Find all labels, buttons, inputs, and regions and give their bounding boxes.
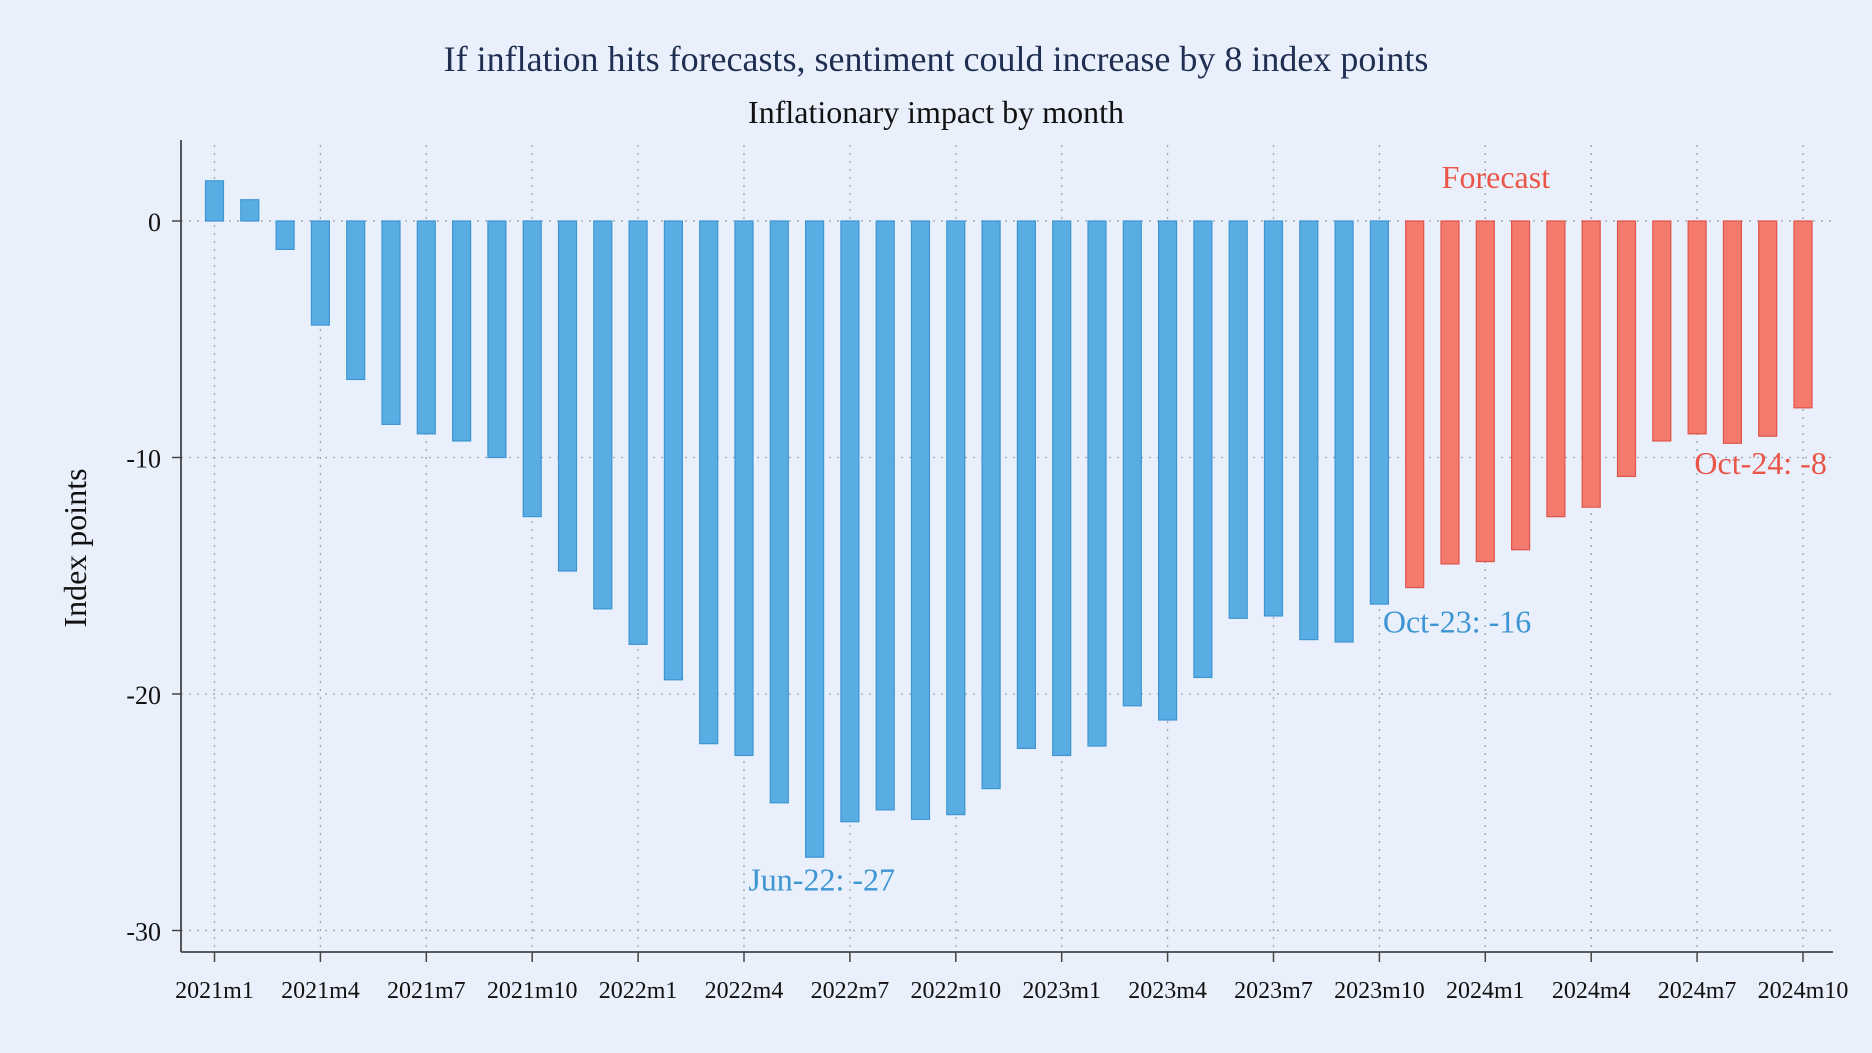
annotation-label: Oct-24: -8 (1694, 445, 1826, 481)
x-tick-label: 2022m1 (599, 978, 678, 1004)
bar-2021m10 (522, 220, 542, 518)
x-tick-label: 2021m1 (175, 978, 254, 1004)
x-tick-label: 2024m10 (1758, 978, 1849, 1004)
bars (204, 180, 1813, 858)
bar-2021m4 (310, 220, 330, 326)
bar-2022m7 (840, 220, 860, 823)
x-tick-label: 2022m10 (910, 978, 1001, 1004)
bar-2023m12 (1440, 220, 1460, 565)
bar-2022m10 (946, 220, 966, 816)
x-tick-label: 2022m7 (811, 978, 890, 1004)
bar-2023m5 (1193, 220, 1213, 679)
bar-2023m6 (1228, 220, 1248, 619)
y-tick-label: -20 (126, 681, 161, 710)
x-tick-label: 2023m4 (1128, 978, 1207, 1004)
bar-2023m3 (1122, 220, 1142, 707)
x-tick-label: 2024m1 (1446, 978, 1525, 1004)
x-tick-label: 2024m4 (1552, 978, 1631, 1004)
bar-2022m11 (981, 220, 1001, 790)
bar-2023m2 (1087, 220, 1107, 747)
bar-2023m10 (1369, 220, 1390, 605)
bar-2021m1 (204, 180, 225, 222)
bar-2024m7 (1687, 220, 1707, 435)
bar-2021m11 (557, 220, 578, 572)
bar-2022m12 (1016, 220, 1037, 749)
bar-2024m5 (1616, 220, 1637, 478)
bar-2021m12 (593, 220, 613, 610)
bar-2022m8 (875, 220, 895, 811)
bar-2024m10 (1793, 220, 1813, 409)
bar-2021m5 (346, 220, 366, 381)
annotation-label: Jun-22: -27 (748, 861, 895, 897)
x-tick-label: 2023m7 (1234, 978, 1313, 1004)
bar-2023m8 (1299, 220, 1319, 641)
bar-2024m3 (1546, 220, 1566, 518)
bar-2022m5 (769, 220, 789, 804)
y-tick-label: -10 (126, 445, 161, 474)
y-axis-label: Index points (57, 468, 93, 627)
bar-2024m8 (1722, 220, 1743, 444)
x-tick-label: 2023m1 (1022, 978, 1101, 1004)
annotation-label: Forecast (1442, 159, 1551, 195)
x-tick-label: 2023m10 (1334, 978, 1425, 1004)
annotation-label: Oct-23: -16 (1383, 604, 1531, 640)
bar-2023m1 (1052, 220, 1072, 757)
bar-2023m11 (1405, 220, 1425, 589)
bar-2024m4 (1581, 220, 1601, 508)
bar-2023m4 (1157, 220, 1178, 721)
bar-2021m2 (240, 199, 260, 222)
x-tick-label: 2022m4 (705, 978, 784, 1004)
bar-2021m3 (275, 220, 295, 250)
x-tick-label: 2021m10 (487, 978, 578, 1004)
bar-2021m7 (416, 220, 436, 435)
bar-2023m9 (1334, 220, 1354, 643)
bar-2022m2 (663, 220, 684, 681)
bar-2021m6 (381, 220, 401, 425)
bar-2024m1 (1475, 220, 1495, 563)
chart-title: If inflation hits forecasts, sentiment c… (443, 39, 1429, 79)
gridlines (181, 145, 1833, 952)
bar-2024m9 (1758, 220, 1778, 437)
x-tick-label: 2021m4 (281, 978, 360, 1004)
bar-2022m1 (628, 220, 648, 645)
axes: 0 -10 -20 -30 2021m1 2021m4 2021m7 2021m10 2022m… (126, 140, 1848, 1004)
y-tick-label: -30 (126, 918, 161, 947)
bar-2024m6 (1652, 220, 1672, 442)
bar-2021m8 (452, 220, 472, 442)
bar-2023m7 (1263, 220, 1284, 617)
x-tick-label: 2024m7 (1658, 978, 1737, 1004)
annotations: Forecast Oct-24: -8 Oct-23: -16 Jun-22: -27 (748, 159, 1827, 897)
y-tick-label: 0 (148, 208, 161, 237)
bar-2024m2 (1510, 220, 1531, 551)
chart-subtitle: Inflationary impact by month (748, 94, 1124, 130)
bar-2022m6 (804, 220, 825, 858)
x-tick-label: 2021m7 (387, 978, 466, 1004)
bar-2022m9 (910, 220, 931, 820)
bar-2022m3 (699, 220, 719, 745)
bar-2022m4 (734, 220, 754, 757)
bar-2021m9 (487, 220, 507, 459)
